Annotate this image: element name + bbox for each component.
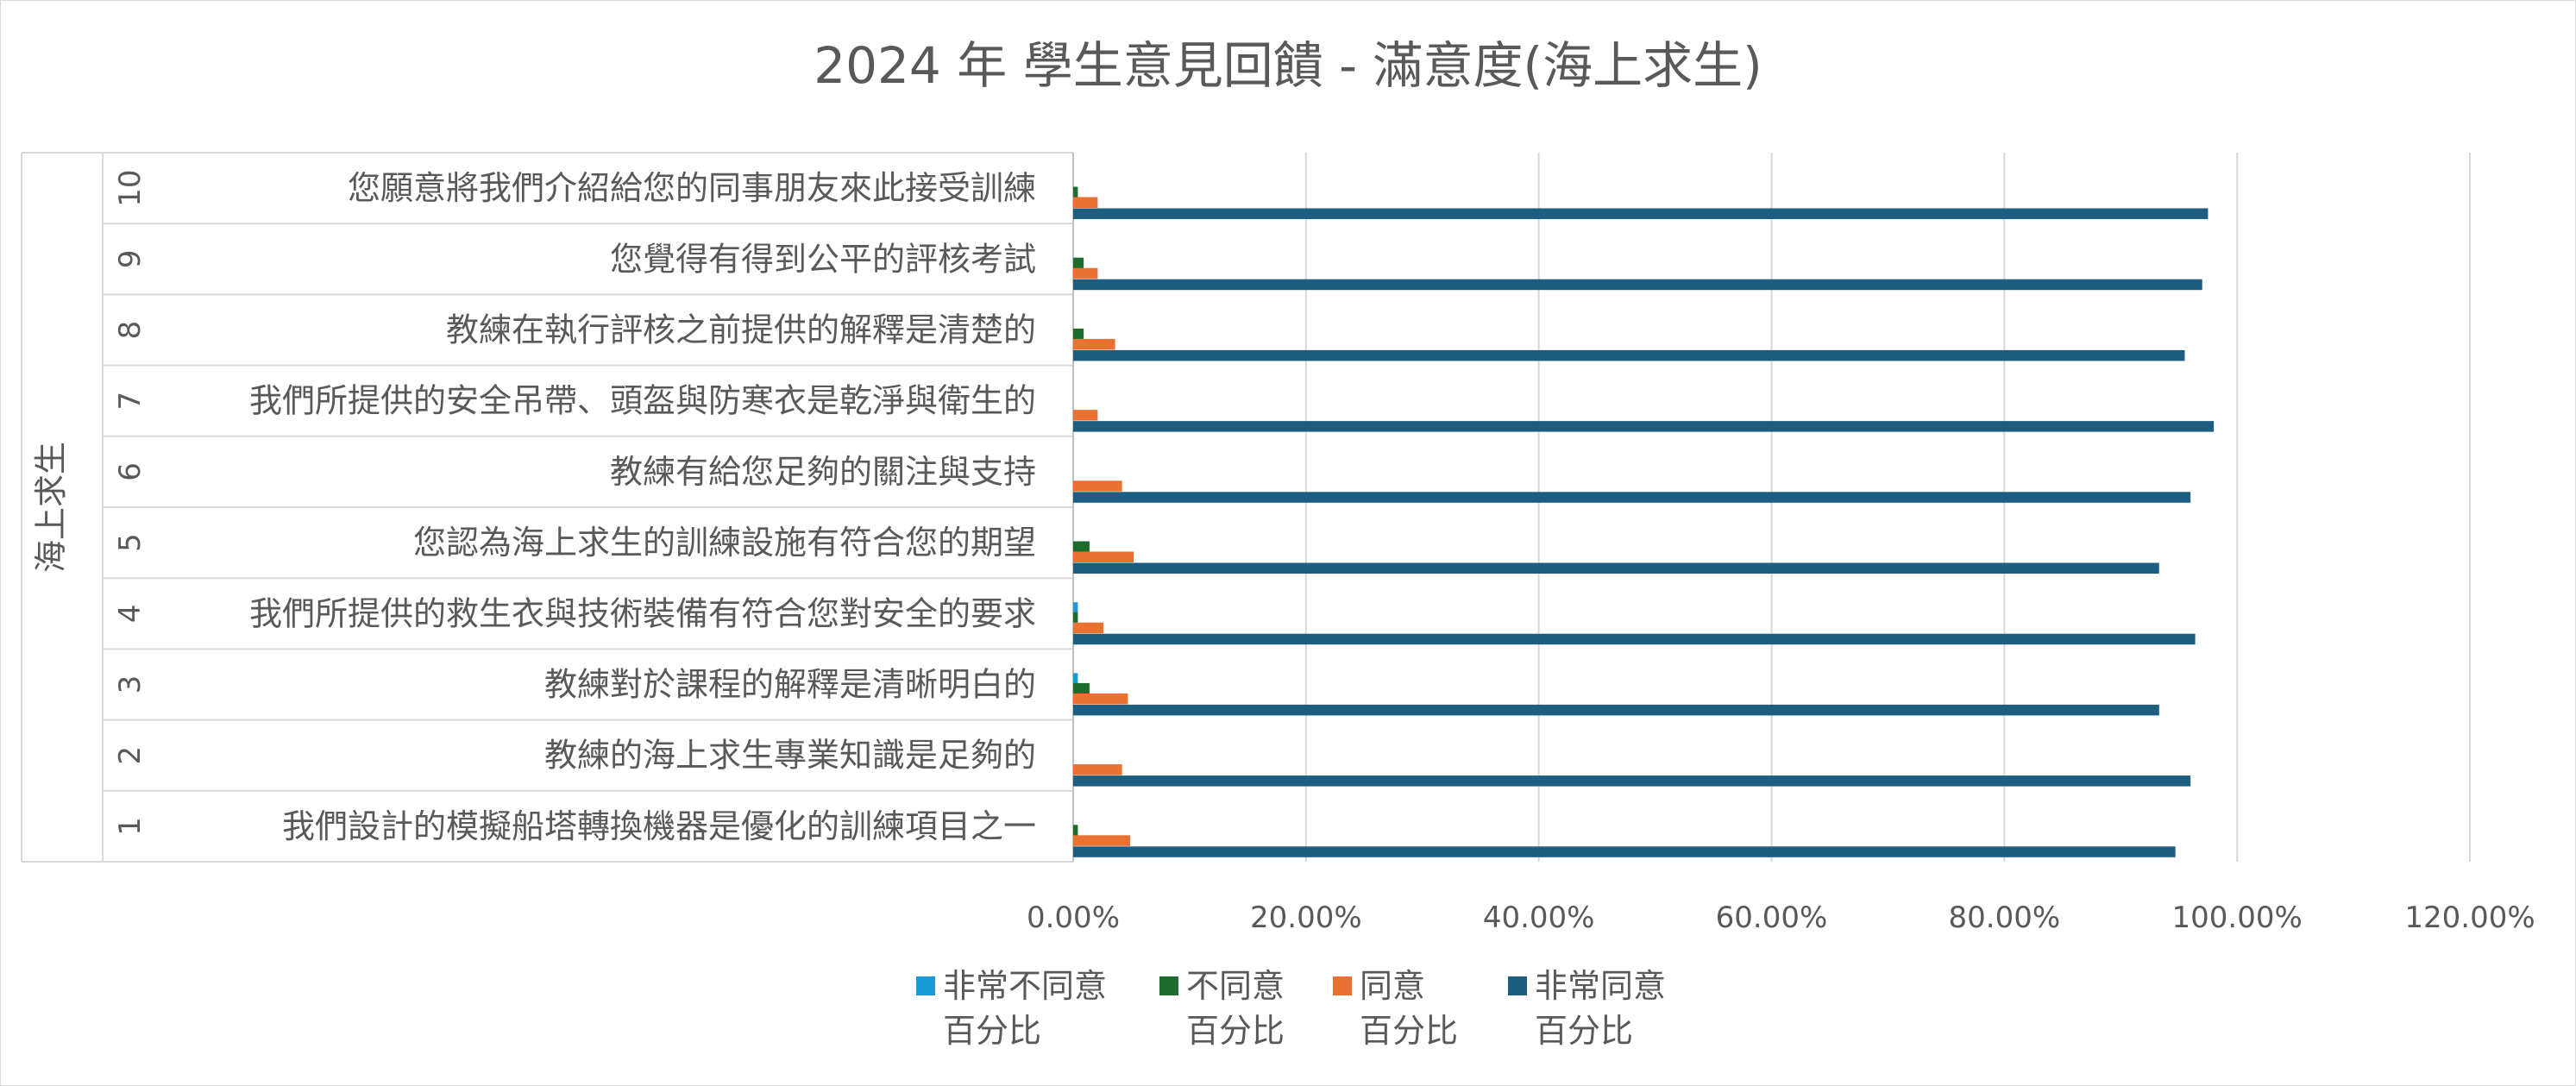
category-table: 海上求生 10 您願意將我們介紹給您的同事朋友來此接受訓練 9 您覺得有得到公平的評核考… [21, 152, 1074, 863]
bar-非常不同意-4 [1073, 602, 1078, 613]
category-number: 3 [113, 675, 148, 694]
bar-同意-2 [1073, 764, 1122, 775]
bar-同意-9 [1073, 267, 1098, 279]
x-tick-label: 60.00% [1716, 901, 1828, 935]
category-number: 6 [113, 462, 148, 481]
legend-label: 非常同意 [1535, 967, 1666, 1005]
category-label: 教練有給您足夠的關注與支持 [610, 453, 1036, 491]
category-number: 1 [113, 817, 148, 836]
x-tick-label: 80.00% [1949, 901, 2061, 935]
x-axis-ticks: 0.00% 20.00% 40.00% 60.00% 80.00% 100.00% 120.… [1027, 901, 2535, 935]
chart-title: 2024 年 學生意見回饋 - 滿意度(海上求生) [814, 36, 1762, 95]
category-label: 您願意將我們介紹給您的同事朋友來此接受訓練 [348, 169, 1036, 207]
legend-label-sub: 百分比 [1360, 1012, 1458, 1050]
category-label: 我們所提供的安全吊帶、頭盔與防寒衣是乾淨與衛生的 [249, 382, 1036, 420]
category-number: 8 [113, 321, 148, 340]
bar-同意-3 [1073, 693, 1128, 705]
legend-swatch [1508, 976, 1527, 995]
x-tick-label: 0.00% [1027, 901, 1120, 935]
bar-不同意-9 [1073, 257, 1084, 269]
category-number: 9 [113, 249, 148, 268]
bar-同意-5 [1073, 551, 1134, 562]
legend-label-sub: 百分比 [1186, 1012, 1285, 1050]
bar-不同意-5 [1073, 541, 1090, 552]
bar-非常同意-4 [1073, 633, 2196, 645]
bar-不同意-8 [1073, 328, 1084, 340]
legend-label-sub: 百分比 [1535, 1012, 1633, 1050]
bar-非常同意-1 [1073, 846, 2176, 857]
category-label: 您認為海上求生的訓練設施有符合您的期望 [413, 524, 1036, 562]
category-number: 2 [113, 746, 148, 765]
bar-非常同意-9 [1073, 279, 2202, 291]
category-label: 我們所提供的救生衣與技術裝備有符合您對安全的要求 [249, 594, 1036, 632]
category-label: 我們設計的模擬船塔轉換機器是優化的訓練項目之一 [282, 807, 1036, 845]
bar-同意-6 [1073, 480, 1122, 492]
category-label: 教練的海上求生專業知識是足夠的 [544, 737, 1036, 775]
bar-series [1073, 186, 2215, 857]
bar-非常同意-10 [1073, 208, 2208, 219]
bar-不同意-1 [1073, 825, 1078, 836]
bar-不同意-4 [1073, 612, 1078, 624]
x-tick-label: 20.00% [1250, 901, 1362, 935]
legend-swatch [1333, 976, 1352, 995]
legend-label: 同意 [1360, 967, 1425, 1005]
bar-同意-7 [1073, 410, 1098, 421]
bar-非常同意-5 [1073, 562, 2159, 574]
bar-非常同意-6 [1073, 492, 2191, 503]
bar-非常同意-7 [1073, 421, 2215, 432]
bar-非常同意-8 [1073, 349, 2185, 361]
bar-不同意-3 [1073, 682, 1090, 694]
category-number: 4 [113, 604, 148, 623]
legend-label-sub: 百分比 [943, 1012, 1041, 1050]
category-label: 教練對於課程的解釋是清晰明白的 [544, 666, 1036, 704]
category-label: 您覺得有得到公平的評核考試 [610, 240, 1036, 278]
category-number: 5 [113, 533, 148, 552]
legend-swatch [1159, 976, 1178, 995]
bar-同意-4 [1073, 622, 1104, 634]
x-tick-label: 100.00% [2172, 901, 2303, 935]
category-number: 7 [113, 392, 148, 411]
bar-同意-1 [1073, 835, 1131, 846]
bar-同意-8 [1073, 338, 1115, 350]
bar-非常不同意-3 [1073, 673, 1078, 684]
legend-label: 不同意 [1186, 967, 1285, 1005]
legend-label: 非常不同意 [943, 967, 1107, 1005]
bar-非常同意-3 [1073, 704, 2159, 716]
bar-不同意-10 [1073, 186, 1078, 198]
x-tick-label: 120.00% [2404, 901, 2535, 935]
category-number: 10 [113, 169, 148, 206]
group-label: 海上求生 [32, 442, 70, 573]
bar-非常同意-2 [1073, 775, 2191, 787]
category-label: 教練在執行評核之前提供的解釋是清楚的 [446, 311, 1036, 349]
grid-lines [1072, 153, 2471, 862]
x-tick-label: 40.00% [1483, 901, 1595, 935]
legend-swatch [916, 976, 935, 995]
bar-同意-10 [1073, 197, 1098, 208]
